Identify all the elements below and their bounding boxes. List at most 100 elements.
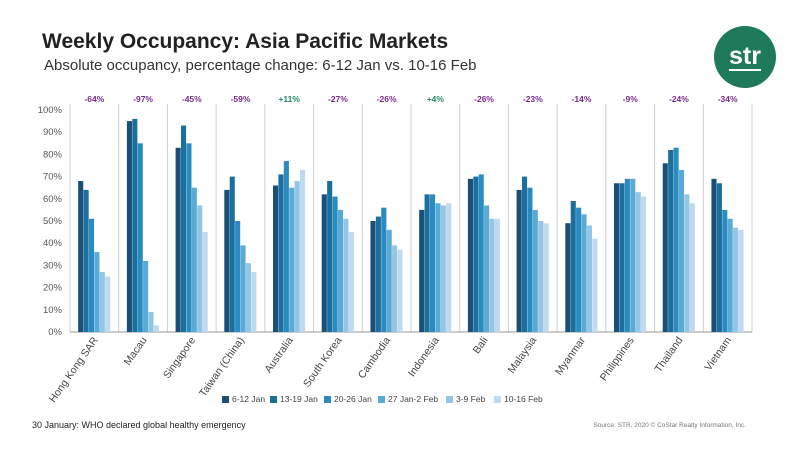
source-note: Source: STR. 2020 © CoStar Realty Inform… xyxy=(593,422,746,429)
logo-text: str xyxy=(729,41,761,71)
bar xyxy=(727,218,733,332)
change-annotation: -59% xyxy=(231,94,251,104)
category-label: Indonesia xyxy=(406,335,442,379)
legend-label: 6-12 Jan xyxy=(232,394,265,404)
legend-swatch xyxy=(222,396,229,403)
bar xyxy=(132,118,138,332)
footnote: 30 January: WHO declared global healthy … xyxy=(32,420,246,430)
bar xyxy=(381,207,387,332)
bar xyxy=(235,221,241,332)
bar xyxy=(527,187,533,332)
bar xyxy=(424,194,430,332)
bar xyxy=(294,181,300,332)
category-label: Vietnam xyxy=(702,335,734,373)
bar xyxy=(641,196,647,332)
bar xyxy=(678,169,685,332)
bar xyxy=(473,176,479,332)
bar xyxy=(202,232,208,332)
bar xyxy=(532,209,538,332)
y-tick-label: 60% xyxy=(43,194,63,205)
bar xyxy=(711,178,717,332)
bar xyxy=(186,143,192,332)
change-annotation: -26% xyxy=(377,94,397,104)
bar xyxy=(570,201,576,332)
bar xyxy=(191,187,197,332)
change-annotation: -26% xyxy=(474,94,494,104)
y-tick-label: 30% xyxy=(43,260,63,271)
category-label: Hong Kong SAR xyxy=(47,335,101,405)
bar xyxy=(94,252,100,332)
y-tick-label: 70% xyxy=(43,172,63,183)
bar xyxy=(289,187,295,332)
bar xyxy=(662,163,668,332)
bar xyxy=(370,221,376,332)
bar xyxy=(197,205,203,332)
bar xyxy=(446,203,452,332)
bar xyxy=(300,169,306,332)
legend-swatch xyxy=(324,396,331,403)
bar xyxy=(175,147,181,332)
bar xyxy=(722,209,728,332)
y-tick-label: 0% xyxy=(48,327,62,338)
bar xyxy=(337,209,344,332)
category-label: Bali xyxy=(471,335,491,356)
change-annotation: -45% xyxy=(182,94,202,104)
bar xyxy=(716,183,722,332)
bar xyxy=(327,181,333,332)
bar xyxy=(88,218,95,332)
bar xyxy=(624,178,630,332)
bar xyxy=(630,178,636,332)
legend-label: 20-26 Jan xyxy=(334,394,372,404)
bar xyxy=(429,194,436,332)
bar xyxy=(494,218,500,332)
category-label: Taiwan (China) xyxy=(197,335,247,399)
y-tick-label: 100% xyxy=(38,105,63,116)
bar xyxy=(576,207,582,332)
bar xyxy=(565,223,571,332)
bar xyxy=(489,218,495,332)
legend-label: 3-9 Feb xyxy=(456,394,486,404)
bar xyxy=(521,176,528,332)
bar xyxy=(126,121,132,332)
bar xyxy=(635,192,641,332)
bar xyxy=(581,214,587,332)
change-annotation: -24% xyxy=(669,94,689,104)
legend-label: 13-19 Jan xyxy=(280,394,318,404)
category-label: Malaysia xyxy=(506,335,540,376)
chart-title: Weekly Occupancy: Asia Pacific Markets xyxy=(42,30,449,53)
legend-label: 27 Jan-2 Feb xyxy=(388,394,438,404)
bar xyxy=(684,194,690,332)
change-annotation: +4% xyxy=(427,94,445,104)
bar xyxy=(586,225,592,332)
bar xyxy=(392,245,398,332)
bar xyxy=(435,203,441,332)
bar xyxy=(619,183,625,332)
bar xyxy=(224,189,230,332)
y-tick-label: 90% xyxy=(43,127,63,138)
y-tick-label: 50% xyxy=(43,216,63,227)
bar xyxy=(278,174,284,332)
bar xyxy=(153,325,159,332)
y-tick-label: 80% xyxy=(43,149,63,160)
change-annotation: -9% xyxy=(623,94,639,104)
bar xyxy=(343,218,349,332)
change-annotation: -34% xyxy=(718,94,738,104)
bar xyxy=(240,245,246,332)
bar xyxy=(386,229,392,332)
change-annotation: -64% xyxy=(84,94,104,104)
bar xyxy=(673,147,679,332)
category-label: Thailand xyxy=(652,335,685,375)
bar xyxy=(83,189,89,332)
bar xyxy=(245,263,251,332)
y-tick-label: 10% xyxy=(43,305,63,316)
category-label: Australia xyxy=(262,335,295,375)
occupancy-bar-chart: 0% 10% 20% 30% 40% 50% 60% 70% 80% 90% 100% -64% Hon… xyxy=(38,94,753,405)
bar xyxy=(614,183,620,332)
category-label: Philippines xyxy=(598,335,637,383)
bar xyxy=(538,221,544,332)
category-label: South Korea xyxy=(301,335,344,390)
category-label: Singapore xyxy=(161,335,198,381)
bar xyxy=(689,203,695,332)
bar xyxy=(148,312,154,332)
bar xyxy=(321,194,327,332)
